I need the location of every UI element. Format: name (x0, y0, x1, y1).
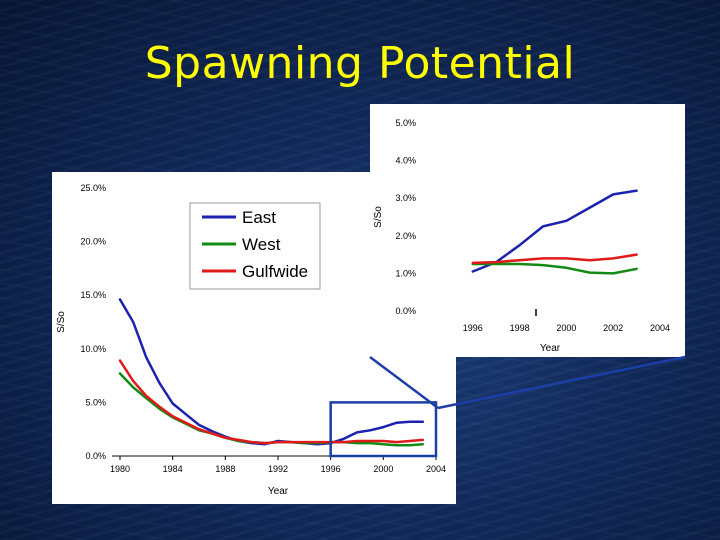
legend-label-gulfwide: Gulfwide (242, 262, 308, 281)
main-ytick-label: 10.0% (80, 344, 106, 354)
main-ytick-label: 25.0% (80, 183, 106, 193)
inset-series-gulfwide-line (471, 253, 638, 265)
inset-chart-panel: 0.0% 1.0% 2.0% 3.0% 4.0% 5.0% S/So 1996 1998 2000… (370, 104, 685, 357)
inset-chart: 0.0% 1.0% 2.0% 3.0% 4.0% 5.0% S/So 1996 1998 2000… (373, 118, 670, 354)
inset-xtick-label: 1998 (510, 323, 530, 333)
inset-ytick-label: 5.0% (395, 118, 416, 128)
main-xtick-label: 1988 (215, 464, 235, 474)
main-ytick-label: 0.0% (85, 451, 106, 461)
main-xtick-label: 1996 (321, 464, 341, 474)
inset-x-axis-title: Year (540, 343, 561, 354)
main-xtick-label: 1984 (163, 464, 183, 474)
main-xtick-label: 1992 (268, 464, 288, 474)
inset-series-east-line (471, 189, 638, 273)
inset-xtick-label: 2004 (650, 323, 670, 333)
main-series-west-line (118, 372, 425, 447)
inset-ytick-label: 3.0% (395, 193, 416, 203)
inset-xtick-label: 1996 (463, 323, 483, 333)
main-legend: East West Gulfwide (189, 202, 321, 290)
zoom-highlight-box (329, 401, 438, 458)
main-xtick-label: 1980 (110, 464, 130, 474)
main-x-axis-title: Year (268, 486, 289, 497)
main-chart: 0.0% 5.0% 10.0% 15.0% 20.0% 25.0% S/So 1980 1984… (56, 183, 446, 497)
main-ytick-label: 15.0% (80, 290, 106, 300)
inset-xtick-label: 2000 (556, 323, 576, 333)
main-legend-box (189, 202, 321, 290)
inset-xtick-label: 2002 (603, 323, 623, 333)
legend-label-west: West (242, 235, 281, 254)
inset-ytick-label: 4.0% (395, 156, 416, 166)
inset-ytick-label: 1.0% (395, 268, 416, 278)
main-xtick-label: 2004 (426, 464, 446, 474)
legend-label-east: East (242, 208, 276, 227)
main-xtick-label: 2000 (373, 464, 393, 474)
main-series-gulfwide-line (118, 359, 425, 445)
inset-ytick-label: 0.0% (395, 306, 416, 316)
inset-y-axis-title: S/So (373, 206, 384, 228)
main-ytick-label: 5.0% (85, 397, 106, 407)
slide-title: Spawning Potential (144, 38, 576, 89)
main-y-axis-title: S/So (56, 311, 67, 333)
inset-series-west-line (471, 262, 638, 275)
inset-ytick-label: 2.0% (395, 231, 416, 241)
main-ytick-label: 20.0% (80, 237, 106, 247)
